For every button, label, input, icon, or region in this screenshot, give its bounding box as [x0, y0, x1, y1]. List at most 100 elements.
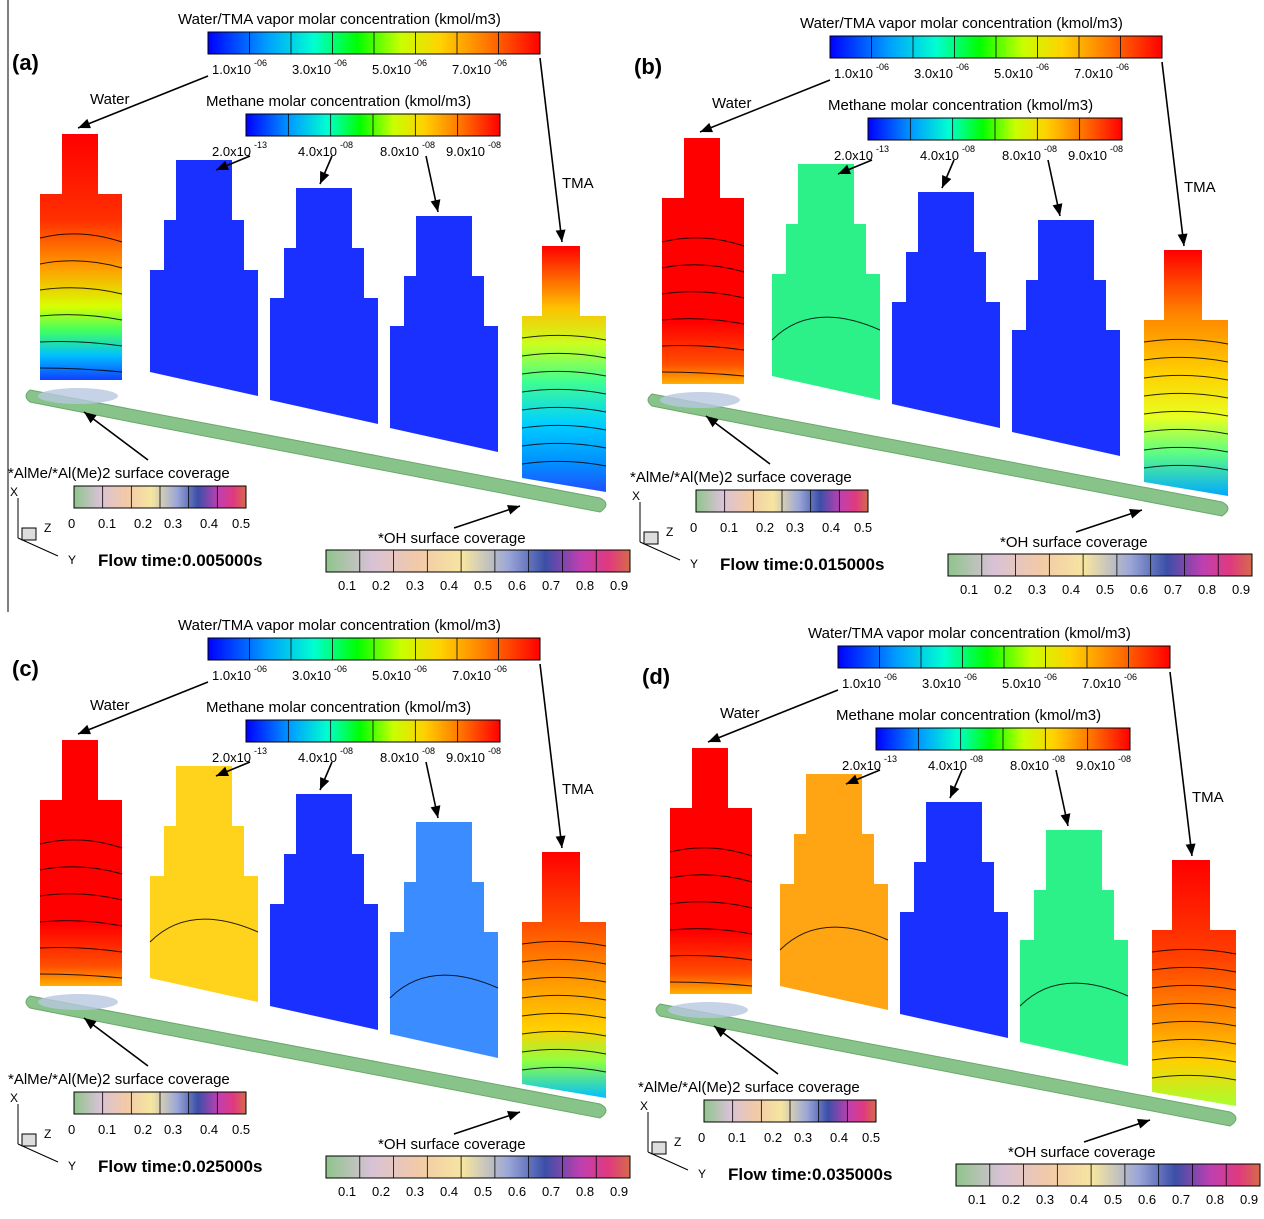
methane-column-1	[150, 766, 258, 1002]
oh-tick-label: 0.6	[1138, 1192, 1156, 1207]
vapor-tick-exponent: -06	[876, 62, 889, 72]
water-label: Water	[90, 91, 129, 108]
methane-column-1	[780, 774, 888, 1010]
water-contour	[39, 839, 123, 849]
methane-column-1	[772, 164, 880, 400]
arrow-alme	[705, 415, 771, 465]
water-contour	[39, 367, 123, 373]
water-contour	[39, 893, 123, 901]
panel-label: (b)	[634, 54, 662, 79]
methane-tick-exponent: -08	[488, 746, 501, 756]
alme-tick-label: 0.3	[786, 520, 804, 535]
arrow-to-water	[707, 689, 839, 743]
axis-x-label: X	[640, 1099, 648, 1113]
methane-contour	[389, 974, 499, 999]
arrow-methane-2	[319, 155, 333, 185]
water-contour	[661, 237, 745, 247]
tma-contour	[521, 1030, 607, 1037]
vapor-tick-exponent: -06	[494, 664, 507, 674]
arrow-oh	[1075, 509, 1143, 533]
methane-tick-exponent: -08	[488, 140, 501, 150]
panel-2: (c) Water/TMA vapor molar concentration (…	[8, 617, 631, 1199]
panel-0: (a) Water/TMA vapor molar concentration (…	[8, 11, 631, 593]
tma-contour	[1151, 1002, 1237, 1009]
alme-tick-label: 0.1	[98, 1122, 116, 1137]
tma-contour	[521, 976, 607, 983]
tma-contour	[1143, 374, 1229, 381]
oh-tick-label: 0.1	[338, 1184, 356, 1199]
alme-tick-label: 0.3	[794, 1130, 812, 1145]
oh-tick-label: 0.9	[610, 1184, 628, 1199]
tma-contour	[521, 334, 607, 341]
arrow-to-water	[77, 681, 209, 735]
oh-tick-label: 0.8	[576, 578, 594, 593]
water-contour	[39, 973, 123, 979]
vapor-tick-label: 3.0x10	[292, 668, 331, 683]
oh-colorbar-title: *OH surface coverage	[378, 1136, 526, 1153]
tma-label: TMA	[1184, 179, 1216, 196]
vapor-tick-label: 1.0x10	[212, 668, 251, 683]
tma-contour	[1151, 1020, 1237, 1027]
axis-y-label: Y	[698, 1167, 706, 1181]
methane-column-3	[390, 822, 498, 1058]
arrow-to-tma	[1161, 61, 1188, 247]
flow-time-label: Flow time:0.005000s	[98, 551, 262, 570]
methane-contour	[771, 316, 881, 341]
vapor-tick-exponent: -06	[334, 664, 347, 674]
water-column	[40, 134, 122, 380]
vapor-tick-label: 7.0x10	[452, 62, 491, 77]
alme-colorbar	[703, 1099, 877, 1123]
alme-colorbar	[73, 1091, 247, 1115]
tma-label: TMA	[562, 781, 594, 798]
methane-tick-exponent: -08	[422, 140, 435, 150]
tma-contour	[521, 1048, 607, 1055]
water-contour	[39, 341, 123, 347]
alme-tick-label: 0	[698, 1130, 705, 1145]
oh-tick-label: 0.6	[508, 1184, 526, 1199]
base-tube	[647, 393, 1229, 517]
arrow-to-water	[699, 79, 831, 133]
methane-tick-label: 4.0x10	[920, 148, 959, 163]
methane-tick-exponent: -08	[422, 746, 435, 756]
vapor-tick-label: 5.0x10	[1002, 676, 1041, 691]
water-contour	[669, 847, 753, 857]
water-contour	[661, 371, 745, 377]
methane-colorbar	[245, 719, 501, 743]
methane-column-3	[1012, 220, 1120, 456]
oh-tick-label: 0.9	[1240, 1192, 1258, 1207]
methane-tick-label: 9.0x10	[1068, 148, 1107, 163]
methane-column-2	[270, 794, 378, 1030]
water-contour	[39, 233, 123, 243]
vapor-tick-exponent: -06	[1044, 672, 1057, 682]
vapor-tick-label: 1.0x10	[212, 62, 251, 77]
tma-contour	[521, 460, 607, 467]
methane-tick-exponent: -13	[884, 754, 897, 764]
oh-tick-label: 0.3	[406, 1184, 424, 1199]
tma-contour	[521, 1066, 607, 1073]
methane-column-2	[892, 192, 1000, 428]
oh-tick-label: 0.9	[610, 578, 628, 593]
methane-colorbar-title: Methane molar concentration (kmol/m3)	[828, 97, 1093, 114]
alme-tick-label: 0.5	[232, 1122, 250, 1137]
oh-tick-label: 0.4	[1070, 1192, 1088, 1207]
alme-colorbar	[695, 489, 869, 513]
methane-tick-label: 9.0x10	[446, 750, 485, 765]
oh-colorbar-title: *OH surface coverage	[378, 530, 526, 547]
tma-contour	[521, 958, 607, 965]
alme-tick-label: 0.4	[200, 516, 218, 531]
methane-tick-exponent: -08	[1044, 144, 1057, 154]
tma-contour	[521, 388, 607, 395]
oh-tick-label: 0.7	[1172, 1192, 1190, 1207]
oh-tick-label: 0.2	[372, 578, 390, 593]
vapor-colorbar	[207, 31, 541, 55]
oh-tick-label: 0.3	[406, 578, 424, 593]
vapor-colorbar-title: Water/TMA vapor molar concentration (kmo…	[178, 11, 501, 28]
oh-colorbar-title: *OH surface coverage	[1000, 534, 1148, 551]
axis-cube	[651, 1141, 667, 1155]
methane-tick-exponent: -13	[254, 140, 267, 150]
vapor-colorbar-title: Water/TMA vapor molar concentration (kmo…	[178, 617, 501, 634]
water-inlet-coverage	[660, 392, 740, 408]
tma-contour	[521, 442, 607, 449]
methane-tick-exponent: -08	[1110, 144, 1123, 154]
tma-contour	[1151, 984, 1237, 991]
